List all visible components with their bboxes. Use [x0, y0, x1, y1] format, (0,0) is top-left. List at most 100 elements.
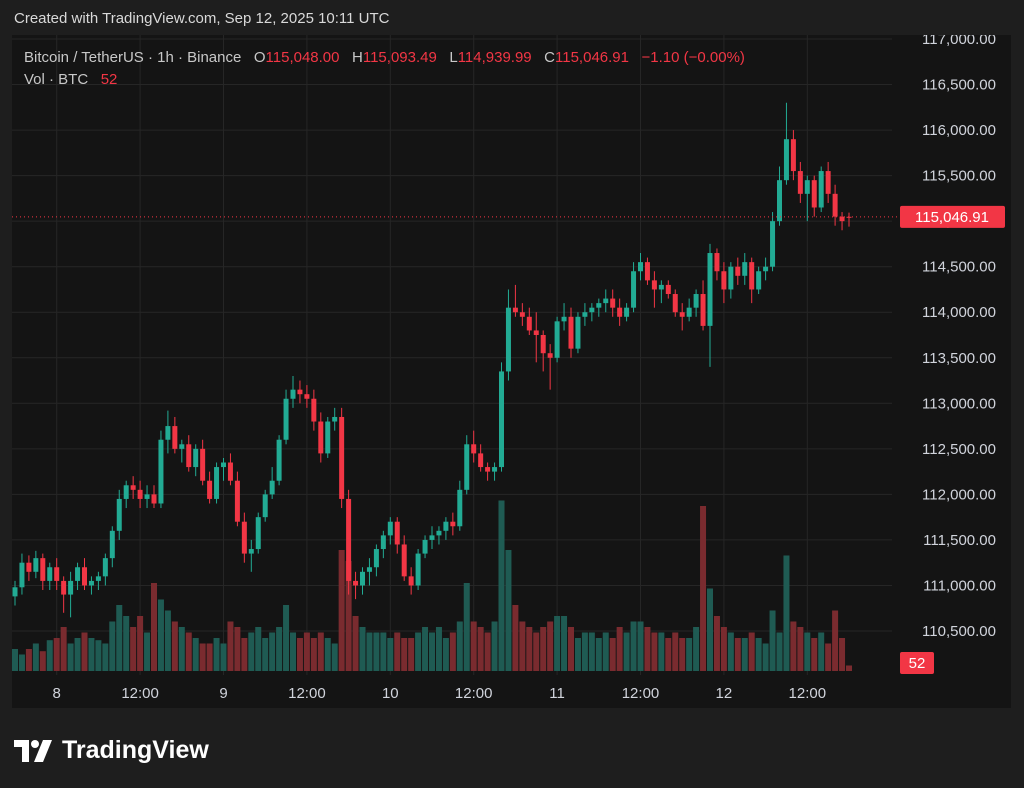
volume-bar: [811, 638, 818, 671]
volume-bar: [512, 605, 519, 671]
candle-body: [631, 271, 637, 308]
chart-panel[interactable]: 110,500.00 111,000.00 111,500.00 112,000.00…: [12, 35, 1011, 708]
price-axis[interactable]: 110,500.00 111,000.00 111,500.00 112,000.00…: [922, 35, 996, 640]
volume-bar: [686, 638, 693, 671]
vol-badge: 52: [909, 655, 926, 672]
price-badge: 115,046.91: [915, 209, 989, 226]
candle-body: [589, 307, 595, 313]
volume-bar: [241, 638, 248, 671]
volume-bar: [60, 627, 67, 671]
volume-bar: [401, 638, 408, 671]
candle-body: [408, 576, 414, 586]
volume-bar: [53, 638, 60, 671]
candle-body: [290, 389, 296, 399]
candle-body: [276, 439, 282, 481]
volume-bar: [540, 627, 547, 671]
volume-bar: [359, 627, 366, 671]
candle-body: [478, 453, 484, 468]
volume-row: Vol · BTC 52: [24, 71, 745, 88]
volume-bar: [484, 632, 491, 671]
volume-bar: [526, 627, 533, 671]
tradingview-logo-text: TradingView: [62, 736, 209, 764]
candle-body: [130, 485, 136, 490]
candle-body: [770, 221, 776, 267]
candle-body: [638, 262, 643, 272]
candle-body: [373, 549, 379, 568]
volume-bar: [213, 638, 220, 671]
candle-body: [269, 480, 275, 495]
volume-bar: [498, 500, 505, 671]
volume-bar: [144, 632, 151, 671]
volume-bar: [88, 638, 95, 671]
volume-bar: [164, 610, 171, 671]
candle-body: [658, 284, 664, 290]
candle-body: [144, 494, 150, 499]
price-tick-label: 116,000.00: [922, 122, 996, 139]
price-tick-label: 110,500.00: [922, 623, 996, 640]
candle-body: [339, 416, 345, 499]
candle-body: [102, 558, 108, 577]
volume-bar: [366, 632, 373, 671]
volume-bar: [713, 616, 720, 671]
volume-bar: [581, 632, 588, 671]
candle-body: [742, 262, 748, 276]
candle-body: [429, 535, 435, 540]
volume-bar: [248, 632, 255, 671]
volume-bar: [46, 640, 53, 671]
candle-body: [464, 444, 470, 490]
volume-bar: [387, 638, 394, 671]
volume-bar: [345, 561, 352, 671]
time-axis[interactable]: 8 12:00 9 12:00 10 12:00 11 12:00 12 12:00: [53, 685, 827, 702]
volume-bar: [547, 621, 554, 671]
candle-body: [457, 489, 463, 527]
volume-bar: [588, 632, 595, 671]
time-tick-label: 11: [549, 685, 565, 702]
price-candles: [12, 102, 852, 618]
candle-body: [797, 171, 803, 194]
candle-body: [603, 298, 609, 304]
candle-body: [346, 498, 352, 581]
volume-bar: [818, 632, 825, 671]
volume-bar: [762, 643, 769, 671]
volume-bar: [568, 627, 574, 671]
symbol-label[interactable]: Bitcoin / TetherUS · 1h · Binance: [24, 49, 242, 66]
volume-bar: [748, 632, 755, 671]
tradingview-logo[interactable]: TradingView: [14, 736, 209, 765]
candle-body: [714, 253, 720, 272]
volume-bar: [394, 632, 401, 671]
volume-bar: [554, 616, 561, 671]
volume-bar: [672, 632, 679, 671]
candle-body: [165, 426, 171, 440]
volume-bar: [533, 632, 540, 671]
volume-bar: [296, 638, 303, 671]
candle-body: [151, 494, 157, 504]
candle-body: [568, 316, 574, 349]
candle-body: [88, 580, 94, 586]
candle-body: [234, 480, 240, 522]
volume-label[interactable]: Vol · BTC: [24, 71, 89, 88]
volume-bars: [12, 500, 852, 671]
volume-bar: [658, 632, 665, 671]
vol-badge-bg: [900, 652, 934, 674]
volume-bar: [290, 632, 296, 671]
candle-body: [380, 535, 386, 550]
candle-body: [360, 571, 365, 586]
volume-bar: [380, 632, 387, 671]
price-tick-label: 111,500.00: [923, 532, 996, 549]
candle-body: [505, 307, 511, 372]
volume-bar: [171, 621, 178, 671]
volume-value: 52: [100, 71, 118, 88]
candle-body: [26, 562, 32, 572]
price-tick-label: 116,500.00: [922, 77, 996, 94]
candle-body: [123, 485, 129, 499]
volume-bar: [234, 627, 241, 671]
candle-body: [721, 271, 727, 290]
candlestick-chart[interactable]: 110,500.00 111,000.00 111,500.00 112,000.00…: [12, 35, 1011, 708]
time-tick-label: 12:00: [622, 685, 660, 702]
volume-bar: [435, 627, 442, 671]
grid-lines: [12, 35, 892, 675]
candle-body: [443, 521, 449, 531]
candle-body: [227, 462, 233, 481]
close-label: C: [544, 49, 556, 66]
time-tick-label: 9: [219, 685, 227, 702]
